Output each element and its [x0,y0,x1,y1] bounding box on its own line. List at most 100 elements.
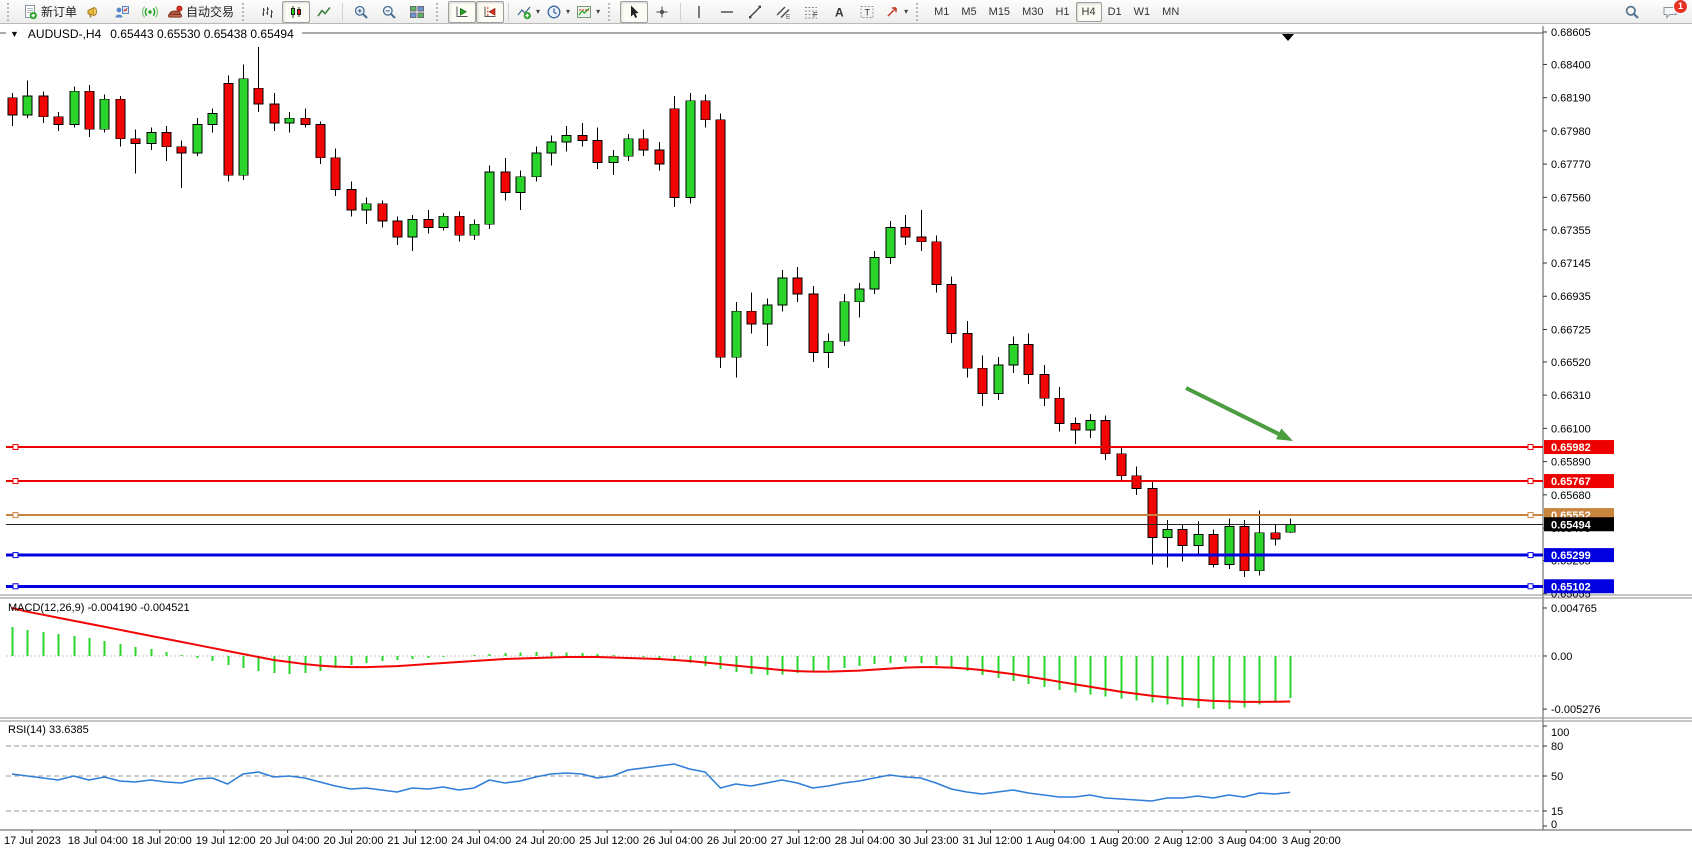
support-line-1-handle[interactable] [1527,552,1534,559]
price-axis-label: 0.67355 [1551,225,1591,237]
equidistant-channel-button[interactable]: E [769,1,797,23]
candle-down [1070,423,1081,431]
support-line-1-handle[interactable] [12,552,19,559]
candle-up [854,288,865,303]
support-line-2-handle[interactable] [1527,583,1534,590]
down-arrow-head[interactable] [1275,428,1293,441]
bar-chart-button[interactable] [254,1,282,23]
resistance-line-2-handle[interactable] [12,478,19,485]
autotrading-button-label: 自动交易 [186,5,235,19]
cursor-button[interactable] [620,0,649,23]
indicators-button[interactable]: ▾ [513,1,543,23]
svg-text:A: A [835,5,844,19]
candle-down [377,203,388,222]
candle-down [7,97,18,116]
arrows-button[interactable]: ▾ [881,1,911,23]
chevron-down-icon: ▾ [904,7,909,16]
templates-button[interactable]: ▾ [573,1,603,23]
candle-down [1147,488,1158,538]
candle-down [808,293,819,353]
support-line-2-handle[interactable] [12,583,19,590]
text-label-button[interactable]: T [853,1,881,23]
price-axis-label: 0.66935 [1551,291,1591,303]
rsi-axis-label: 0 [1551,819,1557,831]
candle-down [1100,420,1111,455]
rsi-axis-label: 50 [1551,771,1563,783]
rsi-axis-label: 15 [1551,806,1563,818]
collapse-trade-panel-icon[interactable]: ▼ [10,29,19,39]
zoom-out-button[interactable] [375,1,403,23]
new-order-button[interactable]: 新订单 [19,1,80,23]
chart-ohlc-values: 0.65443 0.65530 0.65438 0.65494 [110,27,294,41]
timeframe-m15-button[interactable]: M15 [988,5,1011,18]
candle-down [176,146,187,154]
timeframe-w1-button[interactable]: W1 [1133,5,1151,18]
metaeditor-button[interactable] [108,1,136,23]
trendline-button[interactable] [741,1,769,23]
candle-down [1239,526,1250,572]
notification-badge: 1 [1673,0,1688,14]
horizontal-line-button[interactable] [713,1,741,23]
candle-up [361,203,372,211]
resistance-line-1-handle[interactable] [12,444,19,451]
auto-scroll-button[interactable] [448,0,477,23]
timeframe-h1-button[interactable]: H1 [1055,5,1070,18]
candle-up [823,340,834,353]
notifications-button[interactable]: 1 [1656,0,1688,23]
vertical-line-button[interactable] [685,1,713,23]
candle-up [1285,523,1296,533]
candlestick-chart-button[interactable] [282,0,311,23]
candle-down [53,116,64,125]
price-tag [1544,474,1614,489]
zoom-in-button[interactable] [347,1,375,23]
candle-up [515,176,526,194]
symbol-search-button[interactable] [1618,1,1646,23]
text-button[interactable]: A [825,1,853,23]
candle-up [469,223,480,236]
chart-shift-button[interactable] [476,0,505,23]
resistance-line-2-handle[interactable] [1527,478,1534,485]
candle-up [885,227,896,258]
time-axis-label: 18 Jul 20:00 [132,835,192,847]
macd-axis-label: -0.005276 [1551,704,1601,716]
candle-down [1270,532,1281,540]
down-arrow-annotation[interactable] [1185,386,1280,436]
toolbar: 新订单 自动交易 ▾ ▾ ▾ E F A T ▾ M1 M5 M15 M30 H1 H4 D1 W1 MN 1 [0,0,1692,24]
price-tag [1544,517,1614,532]
timeframe-m1-button[interactable]: M1 [934,5,950,18]
signals-button[interactable] [136,1,164,23]
mid-line-handle[interactable] [1527,512,1534,519]
new-order-button-label: 新订单 [41,5,78,19]
price-chart-canvas[interactable]: 0.68605 0.68400 0.68190 0.67980 0.67770 0.675… [0,25,1692,852]
time-axis-label: 26 Jul 20:00 [707,835,767,847]
resistance-line-1-handle[interactable] [1527,444,1534,451]
autotrading-button[interactable]: 自动交易 [164,1,237,23]
tile-windows-button[interactable] [403,1,431,23]
alerts-horn-button[interactable] [80,1,108,23]
timeframe-m5-button[interactable]: M5 [961,5,977,18]
candle-down [577,135,588,141]
crosshair-button[interactable] [648,1,676,23]
price-axis-label: 0.68400 [1551,59,1591,71]
candle-down [300,117,311,125]
macd-axis-label: 0.004765 [1551,603,1597,615]
candle-up [284,117,295,124]
time-axis-label: 31 Jul 12:00 [963,835,1023,847]
timeframe-m30-button[interactable]: M30 [1022,5,1044,18]
periods-button[interactable]: ▾ [543,1,573,23]
price-tag-label: 0.65982 [1551,442,1591,454]
timeframe-h4-button[interactable]: H4 [1075,1,1102,22]
candle-down [638,138,649,151]
candle-down [130,138,141,144]
candle-down [916,236,927,243]
chart-symbol-period: AUDUSD-,H4 [27,27,102,41]
price-axis-label: 0.67145 [1551,258,1591,270]
candle-up [731,310,742,358]
timeframe-d1-button[interactable]: D1 [1107,5,1122,18]
fibonacci-button[interactable]: F [797,1,825,23]
rsi-axis-label: 80 [1551,741,1563,753]
line-chart-button[interactable] [310,1,338,23]
timeframe-mn-button[interactable]: MN [1162,5,1180,18]
candle-down [1116,453,1127,477]
mid-line-handle[interactable] [12,512,19,519]
